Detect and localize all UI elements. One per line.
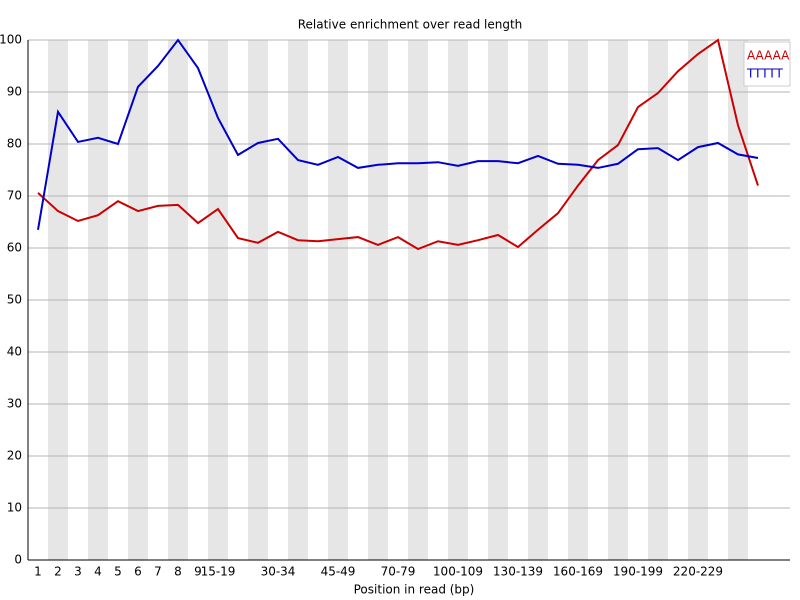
x-tick-label: 100-109: [433, 565, 483, 579]
x-tick-label: 30-34: [261, 565, 296, 579]
x-tick-label: 45-49: [321, 565, 356, 579]
x-tick-label: 15-19: [201, 565, 236, 579]
x-tick-label: 5: [114, 565, 122, 579]
x-tick-label: 8: [174, 565, 182, 579]
y-tick-label: 10: [7, 501, 22, 515]
x-tick-label: 220-229: [673, 565, 723, 579]
x-tick-label: 130-139: [493, 565, 543, 579]
x-tick-label: 190-199: [613, 565, 663, 579]
y-tick-label: 100: [0, 33, 22, 47]
x-tick-label: 7: [154, 565, 162, 579]
x-tick-label: 70-79: [381, 565, 416, 579]
y-tick-label: 90: [7, 85, 22, 99]
line-series: [37, 38, 759, 251]
x-tick-label: 160-169: [553, 565, 603, 579]
legend-box: [743, 41, 791, 87]
x-axis-label: Position in read (bp): [354, 583, 475, 597]
y-tick-label: 20: [7, 449, 22, 463]
x-tick-label: 1: [34, 565, 42, 579]
y-tick-label: 0: [14, 553, 22, 567]
x-tick-label: 2: [54, 565, 62, 579]
legend-label: AAAAA: [747, 49, 790, 63]
y-tick-label: 40: [7, 345, 22, 359]
y-tick-label: 50: [7, 293, 22, 307]
y-tick-label: 80: [7, 137, 22, 151]
chart-title: Relative enrichment over read length: [298, 18, 523, 32]
legend-label: TTTTT: [746, 67, 783, 81]
x-tick-label: 9: [194, 565, 202, 579]
y-tick-label: 30: [7, 397, 22, 411]
line-series: [37, 38, 759, 230]
y-tick-label: 70: [7, 189, 22, 203]
x-tick-label: 3: [74, 565, 82, 579]
x-tick-label: 4: [94, 565, 102, 579]
x-tick-label: 6: [134, 565, 142, 579]
y-tick-label: 60: [7, 241, 22, 255]
